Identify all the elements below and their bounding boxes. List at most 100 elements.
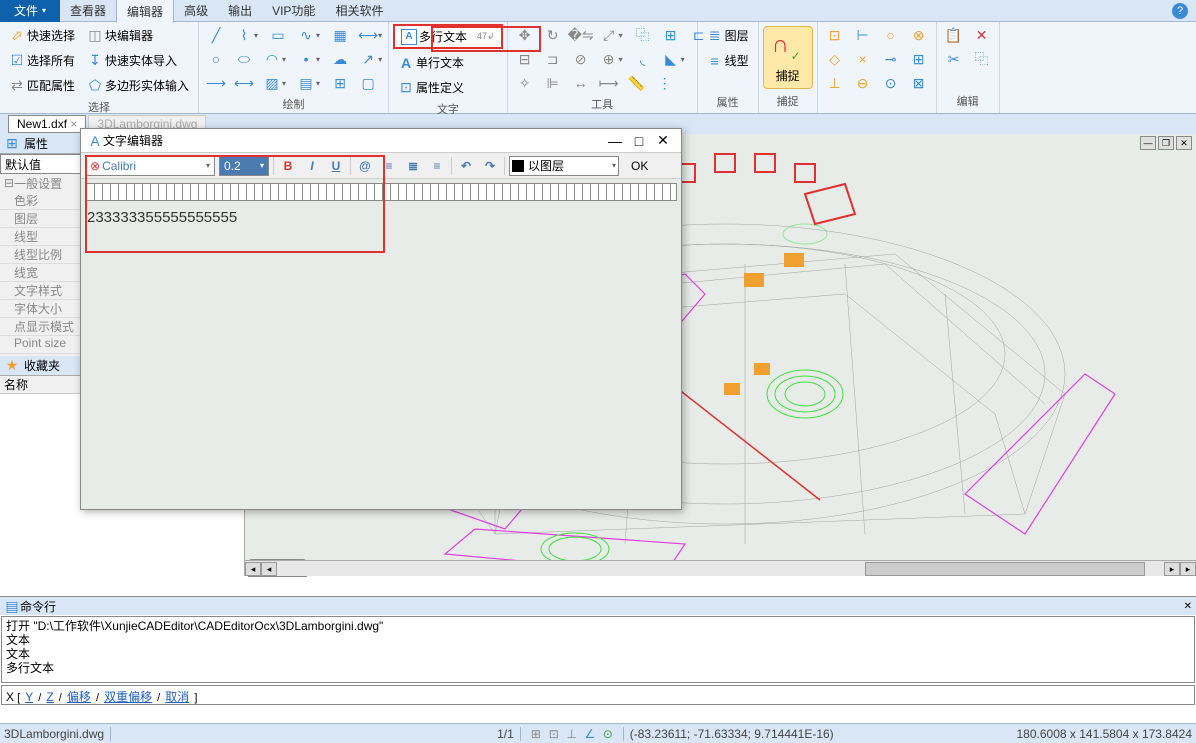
- arc-tool[interactable]: ◠▾: [259, 48, 291, 70]
- measure-tool[interactable]: 📏: [624, 72, 650, 94]
- snap-qua[interactable]: ◇: [822, 48, 848, 70]
- font-size-combo[interactable]: 0.2▾: [219, 156, 269, 176]
- array-tool[interactable]: ⊞: [658, 24, 684, 46]
- cmd-link-y[interactable]: Y: [25, 690, 33, 704]
- tab-vip[interactable]: VIP功能: [262, 0, 325, 22]
- tab-editor[interactable]: 编辑器: [116, 0, 174, 23]
- quick-select-button[interactable]: ⬀快速选择: [4, 24, 80, 47]
- snap-ins[interactable]: ⊞: [906, 48, 932, 70]
- xline-tool[interactable]: ⟷: [231, 72, 257, 94]
- fillet-tool[interactable]: ◟: [630, 48, 656, 70]
- snap-per[interactable]: ⊥: [822, 72, 848, 94]
- scroll-thumb[interactable]: [865, 562, 1145, 576]
- cloud-tool[interactable]: ☁: [327, 48, 353, 70]
- polyline-tool[interactable]: ⌇▾: [231, 24, 263, 46]
- cmd-link-cancel[interactable]: 取消: [165, 690, 189, 704]
- tab-related[interactable]: 相关软件: [325, 0, 393, 22]
- text-editor-body[interactable]: 233333355555555555: [85, 205, 677, 505]
- command-history[interactable]: 打开 "D:\工作软件\XunjieCADEditor\CADEditorOcx…: [1, 616, 1195, 683]
- poly-input-button[interactable]: ⬠多边形实体输入: [82, 74, 194, 97]
- undo-button[interactable]: ↶: [456, 156, 476, 176]
- dim-tool[interactable]: ⟷▾: [355, 24, 387, 46]
- quick-import-button[interactable]: ↧快速实体导入: [82, 49, 182, 72]
- minimize-button[interactable]: —: [603, 133, 627, 149]
- select-all-button[interactable]: ☑选择所有: [4, 49, 80, 72]
- spline-tool[interactable]: ∿▾: [293, 24, 325, 46]
- image-tool[interactable]: ▢: [355, 72, 381, 94]
- trim-tool[interactable]: ⊟: [512, 48, 538, 70]
- align-tool[interactable]: ⊫: [540, 72, 566, 94]
- command-input[interactable]: X [ Y / Z / 偏移 / 双重偏移 / 取消 ]: [1, 685, 1195, 705]
- scroll-right2-icon[interactable]: ▸: [1180, 562, 1196, 576]
- tab-advanced[interactable]: 高级: [174, 0, 218, 22]
- layer-combo[interactable]: 以图层▾: [509, 156, 619, 176]
- snap-cen[interactable]: ○: [878, 24, 904, 46]
- close-tab-icon[interactable]: ×: [70, 117, 77, 131]
- delete-button[interactable]: ✕: [969, 24, 995, 46]
- cmd-close-icon[interactable]: ✕: [1184, 601, 1192, 612]
- attr-def-button[interactable]: ⊡属性定义: [393, 76, 469, 99]
- sb-osnap-icon[interactable]: ⊙: [600, 726, 616, 742]
- single-text-button[interactable]: A单行文本: [393, 51, 469, 74]
- cmd-link-z[interactable]: Z: [46, 690, 53, 704]
- sb-ortho-icon[interactable]: ⊥: [564, 726, 580, 742]
- linetype-button[interactable]: ≡线型: [702, 49, 754, 72]
- file-tab-1[interactable]: New1.dxf ×: [8, 115, 86, 133]
- copy-button[interactable]: ⿻: [969, 48, 995, 70]
- scale-tool[interactable]: ⤢▾: [596, 24, 628, 46]
- sb-snap-icon[interactable]: ⊡: [546, 726, 562, 742]
- match-props-button[interactable]: ⇄匹配属性: [4, 74, 80, 97]
- snap-tan[interactable]: ⊖: [850, 72, 876, 94]
- maximize-button[interactable]: □: [627, 133, 651, 149]
- sb-polar-icon[interactable]: ∠: [582, 726, 598, 742]
- break-tool[interactable]: ⊘: [568, 48, 594, 70]
- bold-button[interactable]: B: [278, 156, 298, 176]
- font-combo[interactable]: ⊗Calibri▾: [85, 156, 215, 176]
- hatch-tool[interactable]: ▦: [327, 24, 353, 46]
- snap-ext[interactable]: ⊸: [878, 48, 904, 70]
- layer-button[interactable]: ≣图层: [702, 24, 754, 47]
- point-tool[interactable]: •▾: [293, 48, 325, 70]
- scroll-left2-icon[interactable]: ◂: [261, 562, 277, 576]
- italic-button[interactable]: I: [302, 156, 322, 176]
- fill-tool[interactable]: ▨▾: [259, 72, 291, 94]
- scroll-left-icon[interactable]: ◂: [245, 562, 261, 576]
- snap-node[interactable]: ⊗: [906, 24, 932, 46]
- circle-tool[interactable]: ○: [203, 48, 229, 70]
- join-tool[interactable]: ⊕▾: [596, 48, 628, 70]
- table-tool[interactable]: ⊞: [327, 72, 353, 94]
- text-editor-titlebar[interactable]: A 文字编辑器 — □ ✕: [81, 129, 681, 153]
- multiline-text-button[interactable]: A多行文本47↲: [393, 24, 503, 49]
- h-scrollbar[interactable]: ◂ ◂ ▸ ▸: [245, 560, 1196, 576]
- region-tool[interactable]: ▤▾: [293, 72, 325, 94]
- help-icon[interactable]: ?: [1172, 3, 1188, 19]
- ellipse-tool[interactable]: ⬭: [231, 48, 257, 70]
- ok-button[interactable]: OK: [623, 157, 656, 175]
- cmd-link-doffset[interactable]: 双重偏移: [104, 690, 152, 704]
- mirror-tool[interactable]: �⇋: [568, 24, 594, 46]
- redo-button[interactable]: ↷: [480, 156, 500, 176]
- snap-near[interactable]: ⊙: [878, 72, 904, 94]
- underline-button[interactable]: U: [326, 156, 346, 176]
- cut-button[interactable]: ✂: [941, 48, 967, 70]
- tab-viewer[interactable]: 查看器: [60, 0, 116, 22]
- snap-app[interactable]: ⊠: [906, 72, 932, 94]
- tab-output[interactable]: 输出: [218, 0, 262, 22]
- ray-tool[interactable]: ⟶: [203, 72, 229, 94]
- scroll-right-icon[interactable]: ▸: [1164, 562, 1180, 576]
- stretch-tool[interactable]: ↔: [568, 72, 594, 94]
- snap-int[interactable]: ×: [850, 48, 876, 70]
- line-tool[interactable]: ╱: [203, 24, 229, 46]
- snap-mid[interactable]: ⊢: [850, 24, 876, 46]
- align-right-button[interactable]: ≡: [427, 156, 447, 176]
- divide-tool[interactable]: ⋮: [652, 72, 678, 94]
- chamfer-tool[interactable]: ◣▾: [658, 48, 690, 70]
- sb-grid-icon[interactable]: ⊞: [528, 726, 544, 742]
- rect-tool[interactable]: ▭: [265, 24, 291, 46]
- align-center-button[interactable]: ≣: [403, 156, 423, 176]
- text-editor-ruler[interactable]: [85, 183, 677, 201]
- leader-tool[interactable]: ↗▾: [355, 48, 387, 70]
- copy-tool[interactable]: ⿻: [630, 24, 656, 46]
- lengthen-tool[interactable]: ⟼: [596, 72, 622, 94]
- move-tool[interactable]: ✥: [512, 24, 538, 46]
